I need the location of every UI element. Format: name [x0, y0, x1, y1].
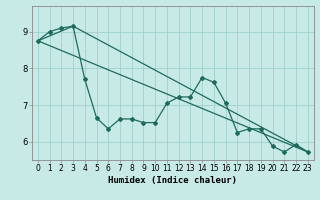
X-axis label: Humidex (Indice chaleur): Humidex (Indice chaleur) [108, 176, 237, 185]
